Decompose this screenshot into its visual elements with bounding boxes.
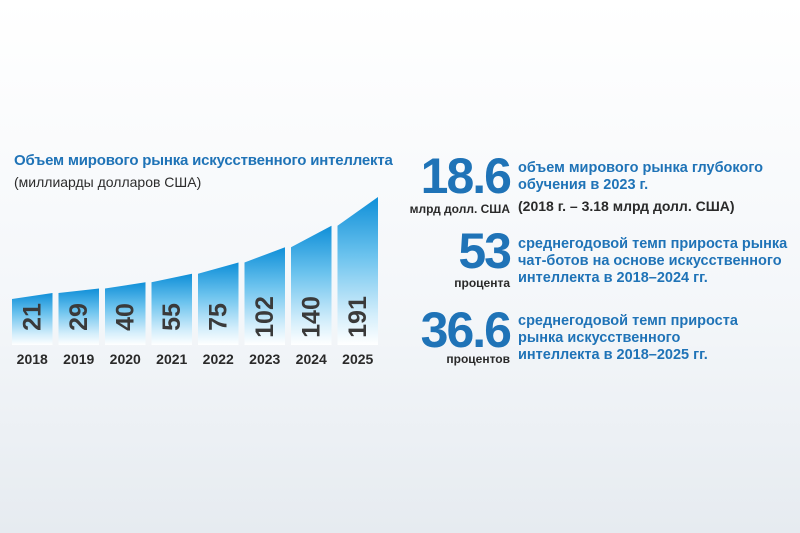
- data-label-2024: 140: [297, 296, 325, 338]
- bar-2024: [291, 225, 332, 345]
- data-label-2022: 75: [204, 303, 232, 331]
- x-tick-label-2019: 2019: [63, 351, 94, 367]
- bar-2023: [244, 247, 285, 345]
- bar-2022: [198, 262, 239, 345]
- data-label-2019: 29: [65, 303, 93, 331]
- x-tick-label-2024: 2024: [296, 351, 327, 367]
- stat-number: 18.6: [420, 148, 512, 204]
- data-label-2023: 102: [251, 296, 279, 338]
- stat-description: среднегодовой темп прироста рынка искусс…: [518, 313, 738, 363]
- stat-description: среднегодовой темп прироста рынка чат-бо…: [518, 236, 788, 286]
- stat-unit: млрд долл. США: [409, 202, 510, 216]
- data-label-2021: 55: [158, 303, 186, 331]
- stat-number: 36.6: [420, 302, 512, 358]
- stat-description: объем мирового рынка глубокого обучения …: [518, 160, 764, 193]
- bar-2025: [337, 197, 378, 345]
- chart-subtitle: (миллиарды долларов США): [14, 174, 202, 190]
- x-tick-label-2021: 2021: [156, 351, 187, 367]
- stat-unit: процента: [454, 276, 510, 290]
- x-tick-label-2023: 2023: [249, 351, 280, 367]
- x-tick-label-2022: 2022: [203, 351, 234, 367]
- x-tick-label-2018: 2018: [17, 351, 48, 367]
- bar-2020: [105, 282, 146, 345]
- data-label-2018: 21: [18, 303, 46, 331]
- chart-title: Объем мирового рынка искусственного инте…: [14, 152, 393, 169]
- bar-chart: 21 2018 29 2019 40 2020 55 2021 75 2022 102 2023 140…: [12, 197, 378, 367]
- data-label-2025: 191: [344, 296, 372, 338]
- bar-2019: [58, 288, 99, 345]
- x-tick-label-2025: 2025: [342, 351, 373, 367]
- bar-2018: [12, 293, 53, 345]
- stat-number: 53: [458, 223, 512, 279]
- data-label-2020: 40: [111, 303, 139, 331]
- stat-unit: процентов: [446, 352, 510, 366]
- x-tick-label-2020: 2020: [110, 351, 141, 367]
- bar-2021: [151, 273, 192, 345]
- stat-note: (2018 г. – 3.18 млрд долл. США): [518, 198, 735, 214]
